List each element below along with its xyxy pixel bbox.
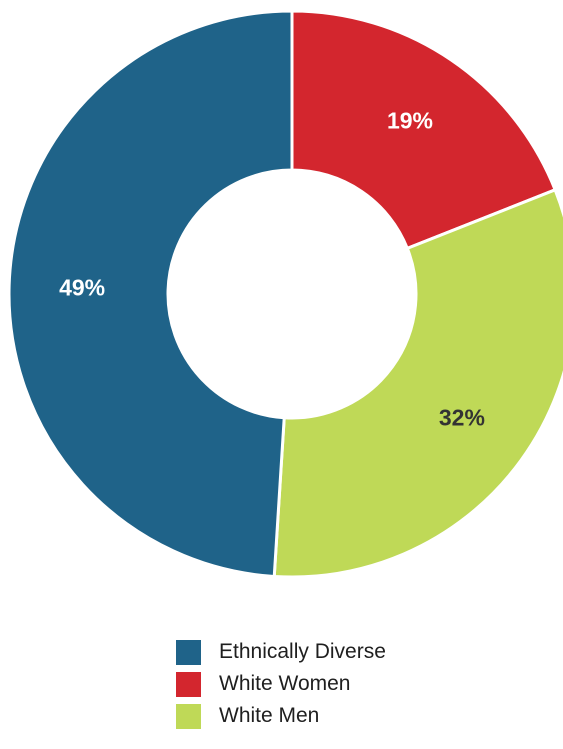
legend-item-white-women: White Women bbox=[176, 668, 386, 700]
slice-label-ethnically-diverse: 49% bbox=[59, 274, 105, 300]
legend-item-white-men: White Men bbox=[176, 700, 386, 732]
chart-legend: Ethnically Diverse White Women White Men bbox=[176, 636, 386, 732]
legend-label-white-women: White Women bbox=[219, 672, 351, 696]
slice-label-white-women: 19% bbox=[387, 107, 433, 133]
slice-ethnically-diverse bbox=[9, 11, 292, 576]
legend-swatch-white-women bbox=[176, 672, 201, 697]
legend-label-ethnically-diverse: Ethnically Diverse bbox=[219, 640, 386, 664]
donut-chart: 19% 32% 49% bbox=[0, 0, 563, 600]
legend-swatch-ethnically-diverse bbox=[176, 640, 201, 665]
legend-item-ethnically-diverse: Ethnically Diverse bbox=[176, 636, 386, 668]
legend-swatch-white-men bbox=[176, 704, 201, 729]
legend-label-white-men: White Men bbox=[219, 704, 319, 728]
slice-label-white-men: 32% bbox=[439, 404, 485, 430]
slice-white-men bbox=[274, 190, 563, 577]
